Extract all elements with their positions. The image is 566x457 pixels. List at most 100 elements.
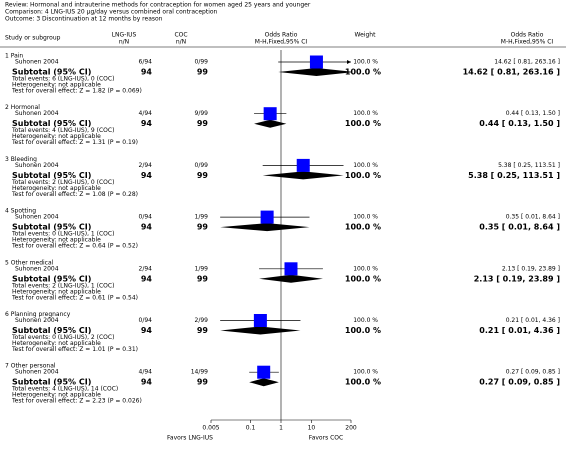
heterogeneity: Heterogeneity: not applicable <box>12 288 101 295</box>
col-coc: COC <box>174 32 187 39</box>
study-square <box>309 55 323 69</box>
subgroup-title: 5 Other medical <box>5 259 54 266</box>
total-events: Total events: 0 (LNG-IUS), 2 (COC) <box>11 334 114 341</box>
total-events: Total events: 2 (LNG-IUS), 1 (COC) <box>11 282 114 289</box>
subtotal-n-lng: 94 <box>141 68 153 77</box>
study-name: Suhonen 2004 <box>15 110 59 117</box>
total-events: Total events: 2 (LNG-IUS), 0 (COC) <box>11 179 114 186</box>
study-square <box>284 262 298 276</box>
heterogeneity: Heterogeneity: not applicable <box>12 392 101 399</box>
subtotal-n-lng: 94 <box>141 326 153 335</box>
col-lng: LNG-IUS <box>112 32 137 39</box>
subtotal-name: Subtotal (95% CI) <box>12 378 91 387</box>
coc-events: 1/99 <box>195 214 209 221</box>
heterogeneity: Heterogeneity: not applicable <box>12 185 101 192</box>
col-study: Study or subgroup <box>5 35 61 42</box>
overall-test: Test for overall effect: Z = 1.01 (P = 0… <box>11 346 138 353</box>
total-events: Total events: 6 (LNG-IUS), 0 (COC) <box>11 76 114 83</box>
col-plot: Odds Ratio <box>265 32 298 39</box>
subgroup-title: 1 Pain <box>5 53 23 60</box>
subtotal-label: 14.62 [ 0.81, 263.16 ] <box>463 68 560 77</box>
lng-events: 4/94 <box>139 369 153 376</box>
subtotal-label: 0.44 [ 0.13, 1.50 ] <box>479 119 560 128</box>
ci-arrow <box>347 60 351 64</box>
lng-events: 6/94 <box>139 59 153 66</box>
subtotal-weight: 100.0 % <box>345 68 381 77</box>
or-label: 2.13 [ 0.19, 23.89 ] <box>502 265 560 272</box>
lng-events: 2/94 <box>139 162 153 169</box>
study-name: Suhonen 2004 <box>15 369 59 376</box>
subtotal-n-lng: 94 <box>141 119 153 128</box>
subtotal-name: Subtotal (95% CI) <box>12 223 91 232</box>
col-or: Odds Ratio <box>511 32 544 39</box>
coc-events: 14/99 <box>191 369 208 376</box>
overall-test: Test for overall effect: Z = 1.08 (P = 0… <box>11 191 138 198</box>
study-square <box>260 210 274 224</box>
x-tick-label: 10 <box>308 425 316 432</box>
review: Review: Hormonal and intrauterine method… <box>5 2 311 9</box>
weight: 100.0 % <box>353 317 378 324</box>
subtotal-n-coc: 99 <box>197 68 209 77</box>
coc-events: 1/99 <box>195 265 209 272</box>
subgroup-title: 6 Planning pregnancy <box>5 311 71 318</box>
col-plot-sub: M-H,Fixed,95% CI <box>255 39 308 46</box>
or-label: 14.62 [ 0.81, 263.16 ] <box>494 59 560 66</box>
subtotal-n-coc: 99 <box>197 378 209 387</box>
overall-test: Test for overall effect: Z = 1.31 (P = 0… <box>11 139 138 146</box>
weight: 100.0 % <box>353 110 378 117</box>
subtotal-weight: 100.0 % <box>345 274 381 283</box>
subtotal-n-lng: 94 <box>141 223 153 232</box>
study-name: Suhonen 2004 <box>15 265 59 272</box>
subtotal-weight: 100.0 % <box>345 119 381 128</box>
coc-events: 9/99 <box>195 110 209 117</box>
lng-events: 4/94 <box>139 110 153 117</box>
overall-test: Test for overall effect: Z = 0.61 (P = 0… <box>11 294 138 301</box>
lng-events: 0/94 <box>139 214 153 221</box>
study-name: Suhonen 2004 <box>15 317 59 324</box>
weight: 100.0 % <box>353 162 378 169</box>
subtotal-n-lng: 94 <box>141 274 153 283</box>
subgroup-title: 7 Other personal <box>5 363 56 370</box>
total-events: Total events: 4 (LNG-IUS), 14 (COC) <box>11 386 118 393</box>
or-label: 0.35 [ 0.01, 8.64 ] <box>506 214 560 221</box>
study-square <box>257 365 271 379</box>
col-weight: Weight <box>355 32 377 39</box>
col-lng-sub: n/N <box>119 39 129 46</box>
diamond <box>220 223 310 232</box>
x-tick-label: 0.005 <box>202 425 219 432</box>
coc-events: 0/99 <box>195 162 209 169</box>
subtotal-name: Subtotal (95% CI) <box>12 171 91 180</box>
diamond <box>254 119 287 128</box>
favors-right: Favors COC <box>309 435 343 442</box>
heterogeneity: Heterogeneity: not applicable <box>12 340 101 347</box>
heterogeneity: Heterogeneity: not applicable <box>12 133 101 140</box>
subtotal-name: Subtotal (95% CI) <box>12 274 91 283</box>
diamond <box>249 378 279 387</box>
study-name: Suhonen 2004 <box>15 162 59 169</box>
study-square <box>253 314 267 327</box>
subtotal-weight: 100.0 % <box>345 223 381 232</box>
weight: 100.0 % <box>353 214 378 221</box>
subtotal-name: Subtotal (95% CI) <box>12 326 91 335</box>
col-or-sub: M-H,Fixed,95% CI <box>501 39 554 46</box>
study-square <box>296 158 310 172</box>
subtotal-n-lng: 94 <box>141 378 153 387</box>
weight: 100.0 % <box>353 265 378 272</box>
total-events: Total events: 0 (LNG-IUS), 1 (COC) <box>11 231 114 238</box>
subgroup-title: 4 Spotting <box>5 208 36 215</box>
subtotal-label: 0.27 [ 0.09, 0.85 ] <box>479 378 560 387</box>
subtotal-n-coc: 99 <box>197 223 209 232</box>
x-tick-label: 0.1 <box>246 425 256 432</box>
subtotal-label: 0.21 [ 0.01, 4.36 ] <box>479 326 560 335</box>
subtotal-label: 0.35 [ 0.01, 8.64 ] <box>479 223 560 232</box>
heterogeneity: Heterogeneity: not applicable <box>12 237 101 244</box>
weight: 100.0 % <box>353 369 378 376</box>
subtotal-n-lng: 94 <box>141 171 153 180</box>
heterogeneity: Heterogeneity: not applicable <box>12 82 101 89</box>
diamond <box>262 171 344 180</box>
favors-left: Favors LNG-IUS <box>167 435 213 442</box>
subtotal-n-coc: 99 <box>197 274 209 283</box>
diamond <box>220 326 301 335</box>
